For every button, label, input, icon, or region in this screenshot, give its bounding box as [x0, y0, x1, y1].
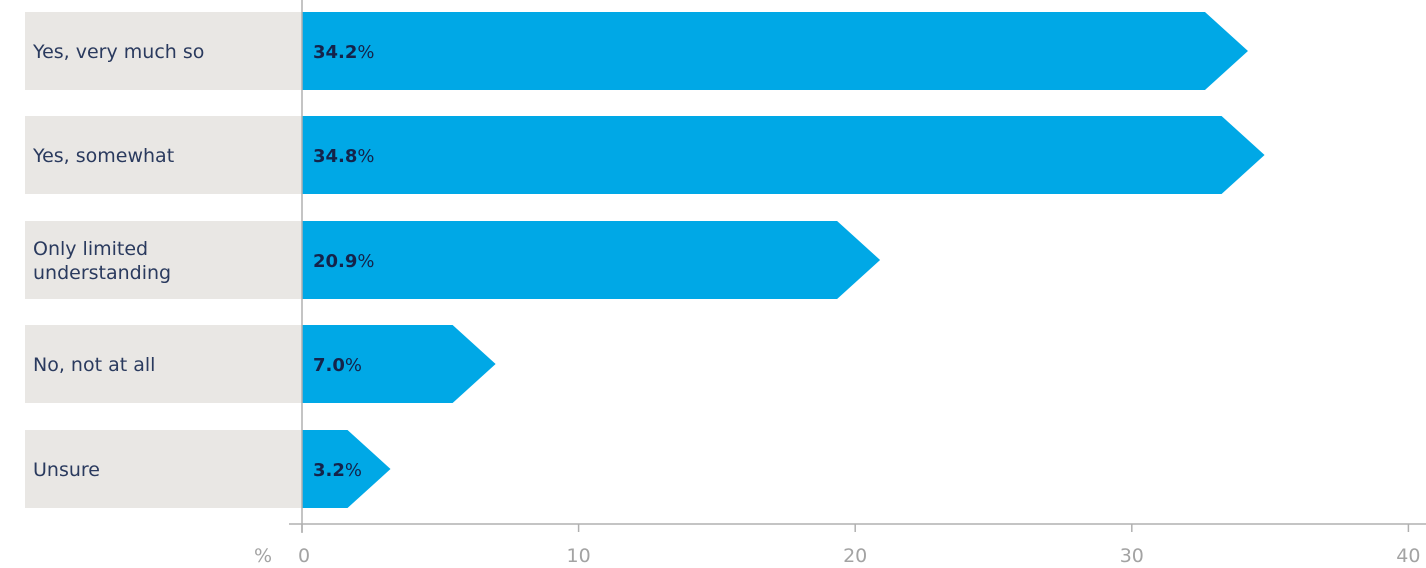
- x-tick-label: 20: [843, 545, 867, 567]
- category-band: [25, 116, 302, 194]
- label-bands: Yes, very much so Yes, somewhat Only limit…: [25, 12, 302, 508]
- category-label: Only limited understanding: [33, 238, 171, 284]
- bars: 34.2% 34.8% 20.9% 7.0% 3.2%: [302, 12, 1265, 508]
- data-label: 7.0%: [313, 355, 362, 376]
- category-band: [25, 221, 302, 299]
- data-label: 20.9%: [313, 251, 375, 272]
- category-band: [25, 12, 302, 90]
- x-tick-label: 10: [567, 545, 591, 567]
- x-tick-label: 0: [298, 545, 310, 567]
- data-label: 34.8%: [313, 146, 375, 167]
- category-label: No, not at all: [33, 354, 155, 376]
- category-label: Yes, very much so: [32, 41, 204, 63]
- data-label: 3.2%: [313, 460, 362, 481]
- bar: [302, 116, 1265, 194]
- bar: [302, 12, 1248, 90]
- x-axis: 0 10 20 30 40%: [254, 0, 1426, 567]
- category-band: [25, 430, 302, 508]
- x-tick-label: 30: [1120, 545, 1144, 567]
- category-label: Yes, somewhat: [32, 145, 174, 167]
- category-band: [25, 325, 302, 403]
- axis-unit-label: %: [254, 545, 272, 567]
- bar: [302, 221, 881, 299]
- data-label: 34.2%: [313, 42, 375, 63]
- x-tick-label: 40: [1396, 545, 1420, 567]
- bar: [302, 430, 391, 508]
- category-label: Unsure: [33, 459, 100, 481]
- bar: [302, 325, 496, 403]
